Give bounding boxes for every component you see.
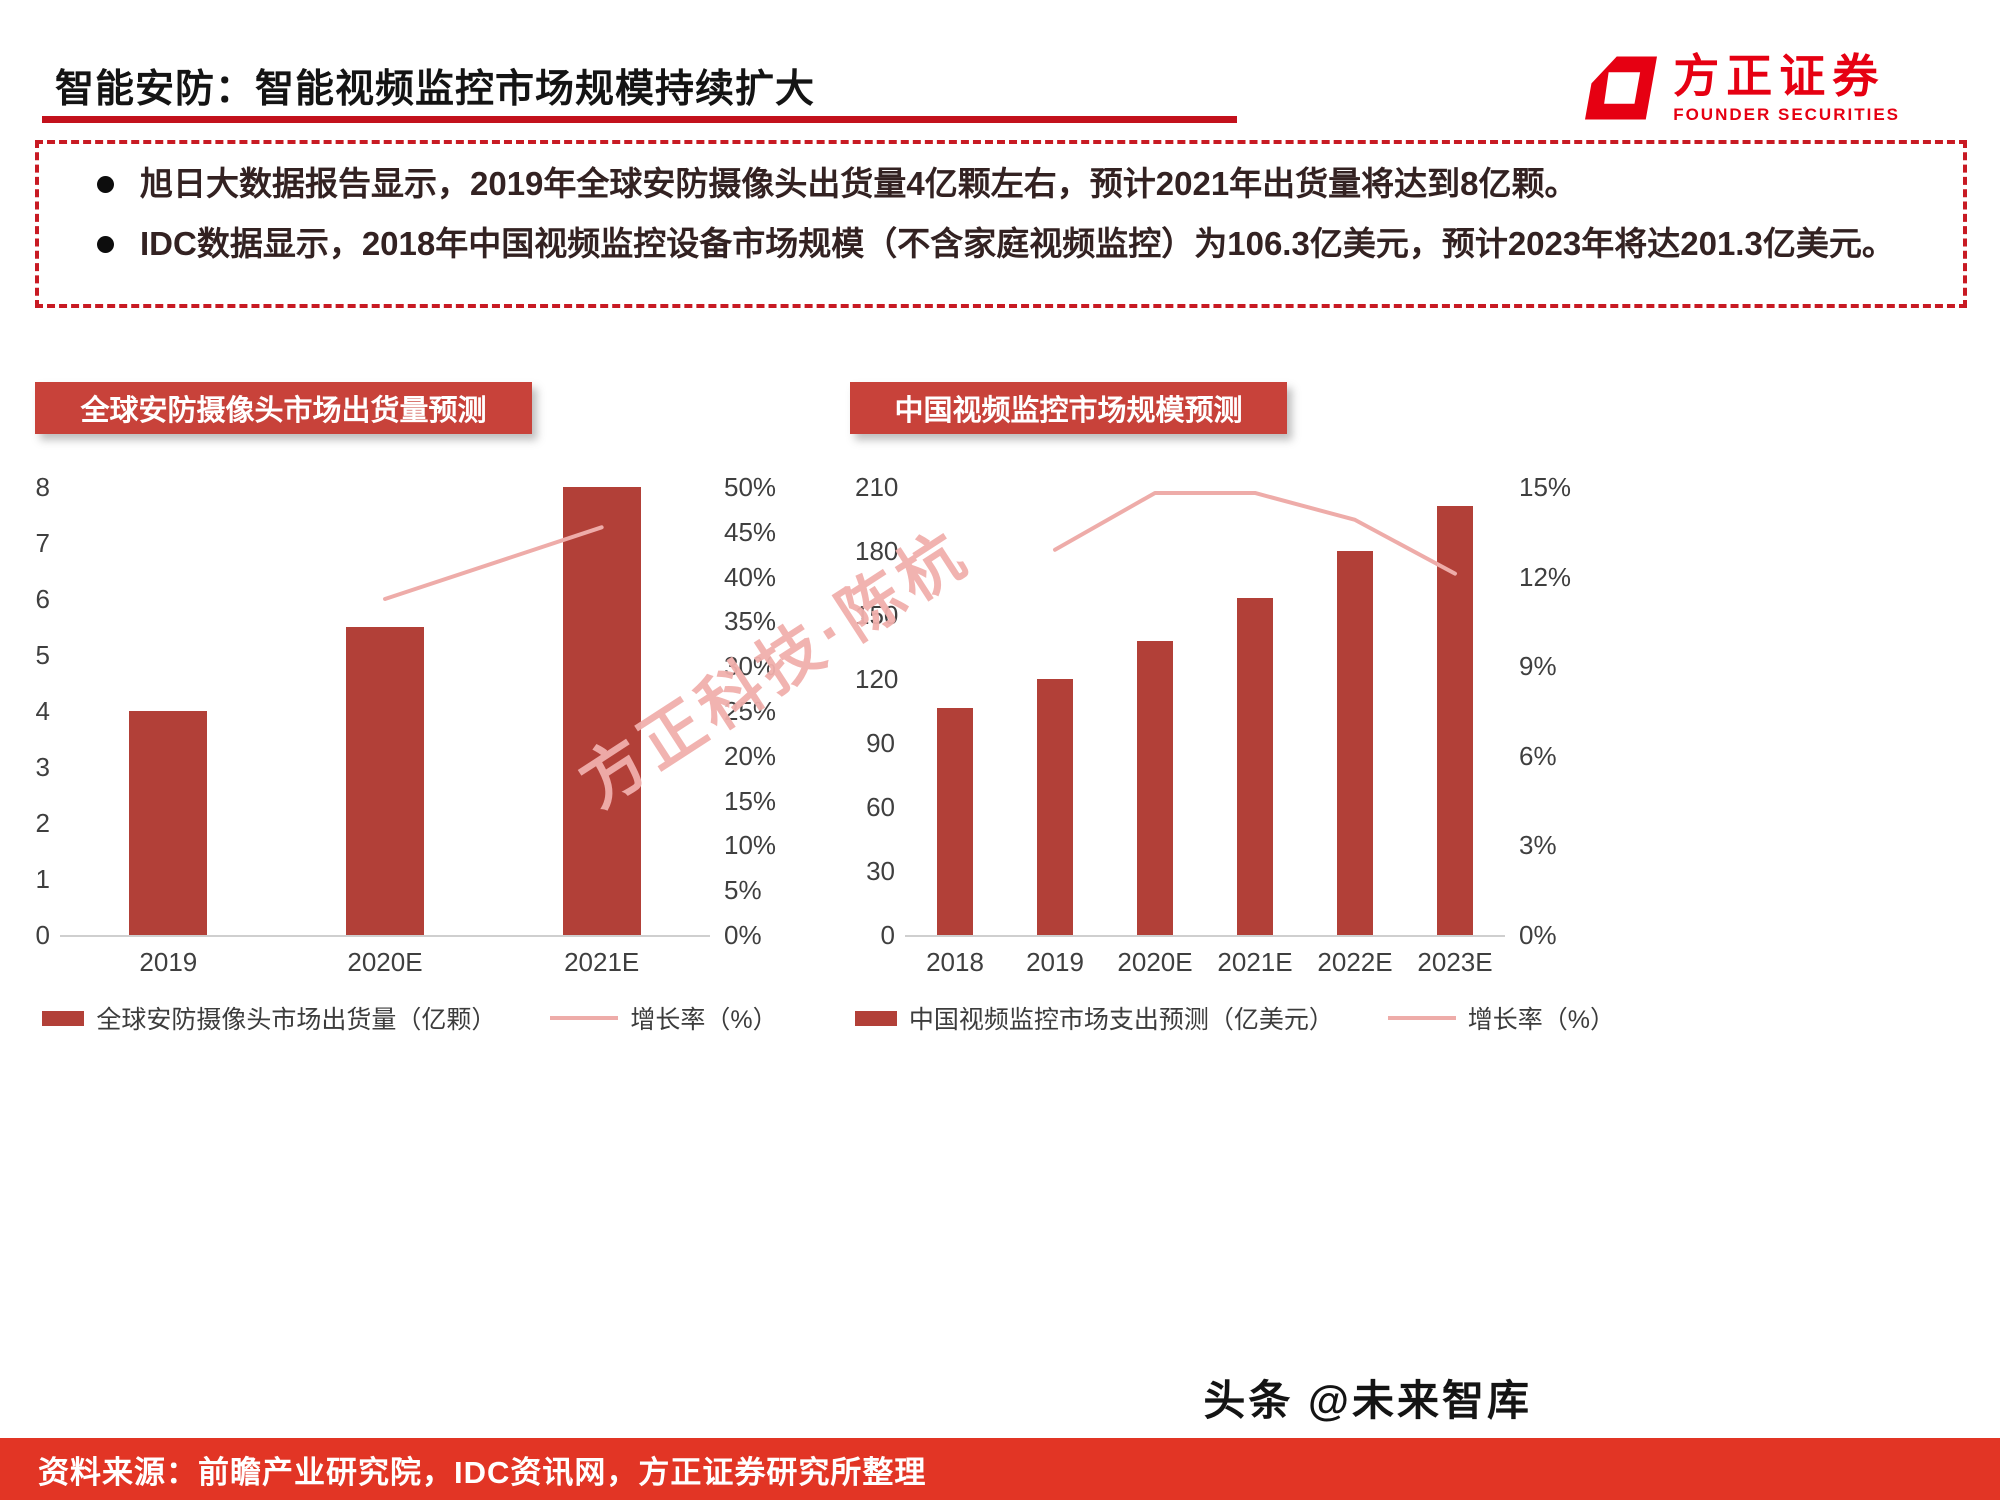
legend-bar-label: 全球安防摄像头市场出货量（亿颗） [96,1006,497,1034]
legend-line-label: 增长率（%） [1467,1006,1615,1034]
y-axis-tick-left: 2 [35,808,50,838]
y-axis-tick-right: 50% [724,472,777,502]
y-axis-tick-right: 45% [724,516,777,547]
plot-area [60,487,710,937]
y-axis-tick-right: 5% [724,875,762,906]
y-axis-tick-right: 20% [724,740,777,771]
x-axis-tick: 2021E [1217,947,1293,977]
chart-legend: 中国视频监控市场支出预测（亿美元） 增长率（%） [855,1000,1615,1036]
bar-2020E [1137,641,1173,935]
y-axis-tick-right: 25% [724,696,777,726]
y-axis-tick-right: 30% [724,651,777,682]
bar-2018 [937,708,973,935]
bullet-icon [97,235,114,253]
y-axis-tick-left: 180 [855,536,899,566]
y-axis-tick-left: 0 [35,920,50,950]
bar-2023E [1437,506,1473,935]
y-axis-tick-right: 15% [724,785,777,816]
x-axis-tick: 2019 [139,947,198,977]
y-axis-tick-left: 30 [866,856,895,886]
x-axis-tick: 2020E [347,947,423,977]
bullet-icon [97,176,114,193]
y-axis-tick-right: 40% [724,561,777,592]
source-bar: 资料来源：前瞻产业研究院，IDC资讯网，方正证券研究所整理 [0,1438,2000,1500]
y-axis-tick-left: 90 [866,728,895,758]
legend-line-swatch [550,1016,619,1020]
y-axis-tick-right: 6% [1519,740,1557,771]
y-axis-tick-right: 12% [1519,561,1572,592]
legend-bar-swatch [42,1010,85,1026]
chart-title-china-market: 中国视频监控市场规模预测 [850,382,1287,434]
founder-logo-icon [1585,52,1658,124]
bar-2021E [563,487,641,935]
bar-2019 [129,711,207,935]
founder-securities-logo: 方正证券 FOUNDER SECURITIES [1585,52,1900,125]
y-axis-tick-left: 7 [35,528,50,558]
page-title: 智能安防：智能视频监控市场规模持续扩大 [55,68,816,111]
x-axis-tick: 2023E [1417,947,1493,977]
summary-box: 旭日大数据报告显示，2019年全球安防摄像头出货量4亿颗左右，预计2021年出货… [35,140,1967,308]
bullet-item: 旭日大数据报告显示，2019年全球安防摄像头出货量4亿颗左右，预计2021年出货… [69,162,1933,206]
logo-text-block: 方正证券 FOUNDER SECURITIES [1673,52,1900,125]
bullet-item: IDC数据显示，2018年中国视频监控设备市场规模（不含家庭视频监控）为106.… [69,222,1933,266]
y-axis-tick-left: 120 [855,664,899,694]
logo-subname: FOUNDER SECURITIES [1673,105,1900,125]
y-axis-tick-left: 1 [35,864,50,894]
chart-legend: 全球安防摄像头市场出货量（亿颗） 增长率（%） [30,1000,790,1036]
legend-line-label: 增长率（%） [630,1006,778,1034]
y-axis-tick-left: 0 [880,920,895,950]
bar-2022E [1337,551,1373,935]
y-axis-tick-left: 60 [866,792,895,822]
x-axis-tick: 2019 [1026,947,1084,977]
y-axis-tick-right: 9% [1519,651,1557,682]
x-axis-tick: 2022E [1317,947,1393,977]
y-axis-tick-left: 150 [855,600,899,630]
y-axis-tick-left: 4 [35,696,50,726]
chart-title-global-shipments: 全球安防摄像头市场出货量预测 [35,382,532,434]
y-axis-tick-right: 3% [1519,830,1557,861]
source-text: 资料来源：前瞻产业研究院，IDC资讯网，方正证券研究所整理 [38,1454,927,1490]
plot-area [905,487,1505,937]
bar-2019 [1037,679,1073,935]
chart-global-camera-shipments: 全球安防摄像头市场出货量（亿颗） 增长率（%） 0 1 2 3 4 5 6 7 8 0% 5% 10%… [30,458,790,1108]
y-axis-tick-right: 0% [724,920,762,950]
bullet-text: 旭日大数据报告显示，2019年全球安防摄像头出货量4亿颗左右，预计2021年出货… [140,165,1578,202]
credit-text: 头条 @未来智库 [1203,1377,1532,1424]
chart-china-surveillance-market: 中国视频监控市场支出预测（亿美元） 增长率（%） 0 30 60 90 120 150 18… [855,458,1615,1108]
y-axis-tick-left: 210 [855,472,899,502]
title-underline [42,116,1237,123]
legend-bar-swatch [855,1010,897,1026]
bullet-text: IDC数据显示，2018年中国视频监控设备市场规模（不含家庭视频监控）为106.… [140,224,1895,262]
x-axis-tick: 2021E [564,947,640,977]
legend-line-swatch [1387,1016,1456,1020]
y-axis-tick-right: 10% [724,830,777,861]
y-axis-tick-right: 0% [1519,920,1557,950]
y-axis-tick-left: 8 [35,472,50,502]
bar-2020E [346,627,424,935]
legend-bar-label: 中国视频监控市场支出预测（亿美元） [908,1006,1334,1034]
y-axis-tick-left: 3 [35,752,50,782]
y-axis-tick-left: 6 [35,584,50,614]
logo-name: 方正证券 [1673,50,1886,102]
x-axis-tick: 2020E [1117,947,1193,977]
growth-rate-line [1053,490,1457,576]
y-axis-tick-right: 15% [1519,472,1572,502]
x-axis-tick: 2018 [926,947,984,977]
y-axis-tick-left: 5 [35,640,50,670]
bar-2021E [1237,598,1273,935]
y-axis-tick-right: 35% [724,606,777,637]
